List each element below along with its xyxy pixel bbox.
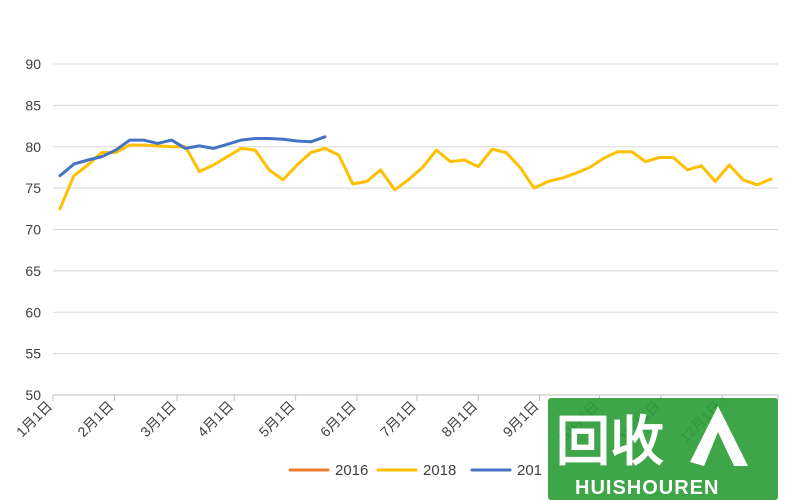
axes: 50 55 60 65 70 75 80 85 90 1月1日 2月1日 3月1日 4月1日 5月1日 6月… (13, 56, 779, 445)
series-line-2018 (58, 143, 773, 211)
y-tick-label: 75 (25, 180, 41, 196)
y-tick-label: 50 (25, 387, 41, 403)
watermark-sub-text: HUISHOUREN (575, 477, 719, 499)
x-tick-label: 2月1日 (74, 398, 116, 440)
y-tick-label: 65 (25, 263, 41, 279)
x-tick-label: 9月1日 (500, 398, 542, 440)
legend-label: 201 (517, 462, 542, 479)
x-tick-label: 7月1日 (377, 398, 419, 440)
x-tick-label: 5月1日 (256, 398, 298, 440)
y-tick-label: 55 (25, 346, 41, 362)
y-tick-label: 60 (25, 304, 41, 320)
watermark-logo-icon (690, 406, 748, 466)
x-tick-label: 3月1日 (137, 398, 179, 440)
watermark-main-text: 回收 (556, 410, 664, 473)
legend-label: 2016 (335, 462, 368, 479)
gridlines (53, 63, 778, 355)
y-tick-label: 85 (25, 97, 41, 113)
series-line-2019 (58, 135, 327, 178)
x-tick-label: 8月1日 (438, 398, 480, 440)
watermark: 回收 HUISHOUREN (548, 398, 778, 500)
x-tick-label: 1月1日 (13, 398, 55, 440)
legend: 2016 2018 201 (288, 462, 542, 479)
y-tick-label: 70 (25, 222, 41, 238)
y-tick-label: 80 (25, 139, 41, 155)
x-tick-label: 4月1日 (194, 398, 236, 440)
series-lines (58, 135, 773, 211)
y-tick-label: 90 (25, 56, 41, 72)
x-tick-label: 6月1日 (317, 398, 359, 440)
legend-label: 2018 (423, 462, 456, 479)
